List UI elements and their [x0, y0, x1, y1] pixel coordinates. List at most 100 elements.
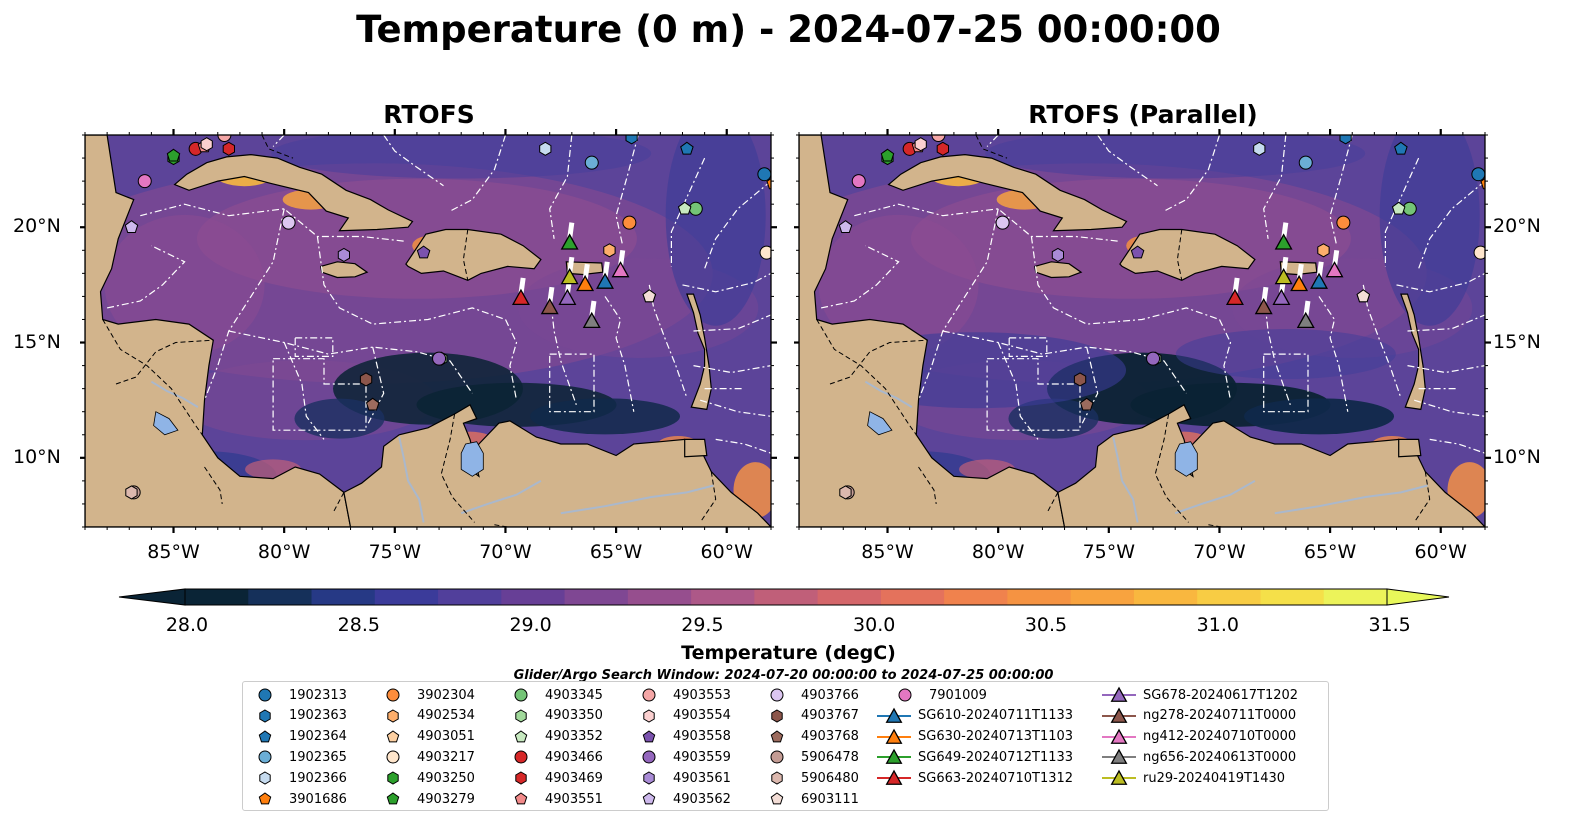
argo-4903559-marker — [432, 351, 447, 366]
legend-marker — [387, 709, 399, 723]
legend-item-argo: 7901009 — [887, 685, 987, 705]
legend-label: 4903352 — [545, 729, 603, 745]
land-lesserAntilles — [686, 293, 712, 411]
land-centralAmerica — [799, 135, 1066, 527]
lat-tick-label-left: 20°N — [13, 215, 61, 238]
legend-item-argo: 1902363 — [247, 706, 347, 726]
legend-label: SG610-20240711T1133 — [918, 708, 1074, 724]
legend-marker — [259, 709, 271, 723]
land-jamaica — [320, 261, 369, 279]
legend-label: ru29-20240419T1430 — [1143, 770, 1286, 786]
legend-item-argo: 4902534 — [375, 706, 475, 726]
argo-4903352-marker — [677, 201, 692, 215]
legend-label: 4903279 — [417, 791, 475, 807]
argo-4903279-marker — [880, 148, 895, 162]
colorbar-tick-label: 28.0 — [165, 614, 209, 636]
legend-marker — [386, 729, 400, 742]
legend-label: 6903111 — [801, 791, 859, 807]
lon-tick-label: 65°W — [1303, 541, 1357, 563]
panel-title-rtofs-parallel: RTOFS (Parallel) — [1028, 100, 1258, 129]
land-centralAmerica — [85, 135, 352, 527]
legend-label: 3901686 — [289, 791, 347, 807]
colorbar-segment — [1197, 589, 1262, 605]
argo-4903767-marker — [359, 372, 373, 387]
legend-marker — [386, 750, 400, 764]
lon-tick-label: 85°W — [147, 541, 200, 563]
colorbar-segment — [438, 589, 502, 605]
colorbar-tick-label: 30.0 — [853, 614, 896, 636]
argo-4902534-marker — [1317, 243, 1330, 258]
glider-SG610-20240711T1133-marker — [596, 272, 615, 289]
legend-item-argo: 4903345 — [503, 685, 603, 705]
colorbar-tick-label: 30.5 — [1024, 614, 1068, 636]
colorbar-tick-label: 31.5 — [1368, 614, 1411, 636]
legend-marker — [1110, 707, 1128, 723]
lon-tick-label: 80°W — [257, 541, 311, 563]
legend-label: 1902363 — [289, 708, 347, 724]
legend-item-glider: SG630-20240713T1103 — [876, 727, 1073, 747]
colorbar-segment — [185, 589, 249, 605]
map-panel-rtofs — [80, 129, 777, 533]
argo-1902313-marker — [757, 167, 771, 182]
argo-3902304-marker — [622, 215, 637, 230]
legend-marker — [642, 792, 656, 805]
argo-4903561-marker — [1051, 247, 1064, 262]
argo-4903553-marker — [931, 135, 946, 142]
argo-3902304-marker — [1336, 215, 1351, 230]
legend-item-argo: 4903553 — [631, 685, 731, 705]
legend-marker — [898, 688, 912, 702]
glider-SG678-20240617T1202-marker — [558, 288, 577, 305]
legend-label: 3902304 — [417, 687, 475, 703]
legend-marker — [771, 709, 783, 723]
legend-label: 4903250 — [417, 770, 475, 786]
legend-label: 5906478 — [801, 749, 859, 765]
colorbar-tick-label: 29.0 — [509, 614, 552, 636]
legend-item-argo: 5906478 — [759, 747, 859, 767]
legend-marker — [770, 750, 784, 764]
colorbar-segment — [311, 589, 376, 605]
legend-marker — [885, 728, 903, 744]
legend-label: 1902366 — [289, 770, 347, 786]
legend-item-argo: 4903558 — [631, 727, 731, 747]
legend-item-argo: 1902366 — [247, 768, 347, 788]
lon-tick-label: 60°W — [700, 541, 753, 563]
legend-marker — [514, 750, 528, 764]
lat-tick-label-left: 15°N — [13, 330, 61, 353]
land-southAmerica — [1057, 403, 1485, 527]
legend-marker — [259, 771, 271, 785]
glider-ng278-20240711T0000-marker — [1254, 297, 1273, 315]
glider-SG649-20240712T1133-marker — [1274, 233, 1293, 250]
legend-marker — [642, 750, 656, 764]
legend-marker — [387, 771, 399, 785]
argo-5906480-marker — [125, 485, 138, 500]
argo-6903111-marker — [642, 289, 657, 303]
argo-4903469-marker — [222, 141, 235, 156]
argo-4903279-marker — [166, 148, 181, 162]
land-southAmerica — [343, 403, 771, 527]
argo-1902366-marker — [1253, 141, 1266, 156]
argo-1902366-marker — [539, 141, 552, 156]
legend-item-glider: ng412-20240710T0000 — [1101, 727, 1296, 747]
legend-label: SG630-20240713T1103 — [918, 729, 1074, 745]
legend-marker — [386, 792, 400, 805]
legend-marker — [514, 688, 528, 702]
argo-5906480-marker — [839, 485, 852, 500]
legend-item-argo: 4903766 — [759, 685, 859, 705]
argo-4903469-marker — [936, 141, 949, 156]
argo-4903561-marker — [337, 247, 350, 262]
land-trinidad — [1398, 438, 1422, 458]
colorbar-segment — [501, 589, 566, 605]
argo-4903217-marker — [1473, 245, 1485, 260]
legend-marker — [885, 748, 903, 765]
legend-marker — [885, 707, 903, 723]
lat-tick-label-right: 15°N — [1493, 330, 1541, 353]
legend-item-glider: ng278-20240711T0000 — [1101, 706, 1296, 726]
legend-item-argo: 4903466 — [503, 747, 603, 767]
legend-item-argo: 4903051 — [375, 727, 475, 747]
colorbar-segment — [1070, 589, 1135, 605]
legend-marker — [642, 688, 656, 702]
legend-marker — [770, 792, 784, 805]
legend-item-argo: 4903469 — [503, 768, 603, 788]
figure-title: Temperature (0 m) - 2024-07-25 00:00:00 — [356, 8, 1221, 51]
legend-label: 4903558 — [673, 729, 731, 745]
